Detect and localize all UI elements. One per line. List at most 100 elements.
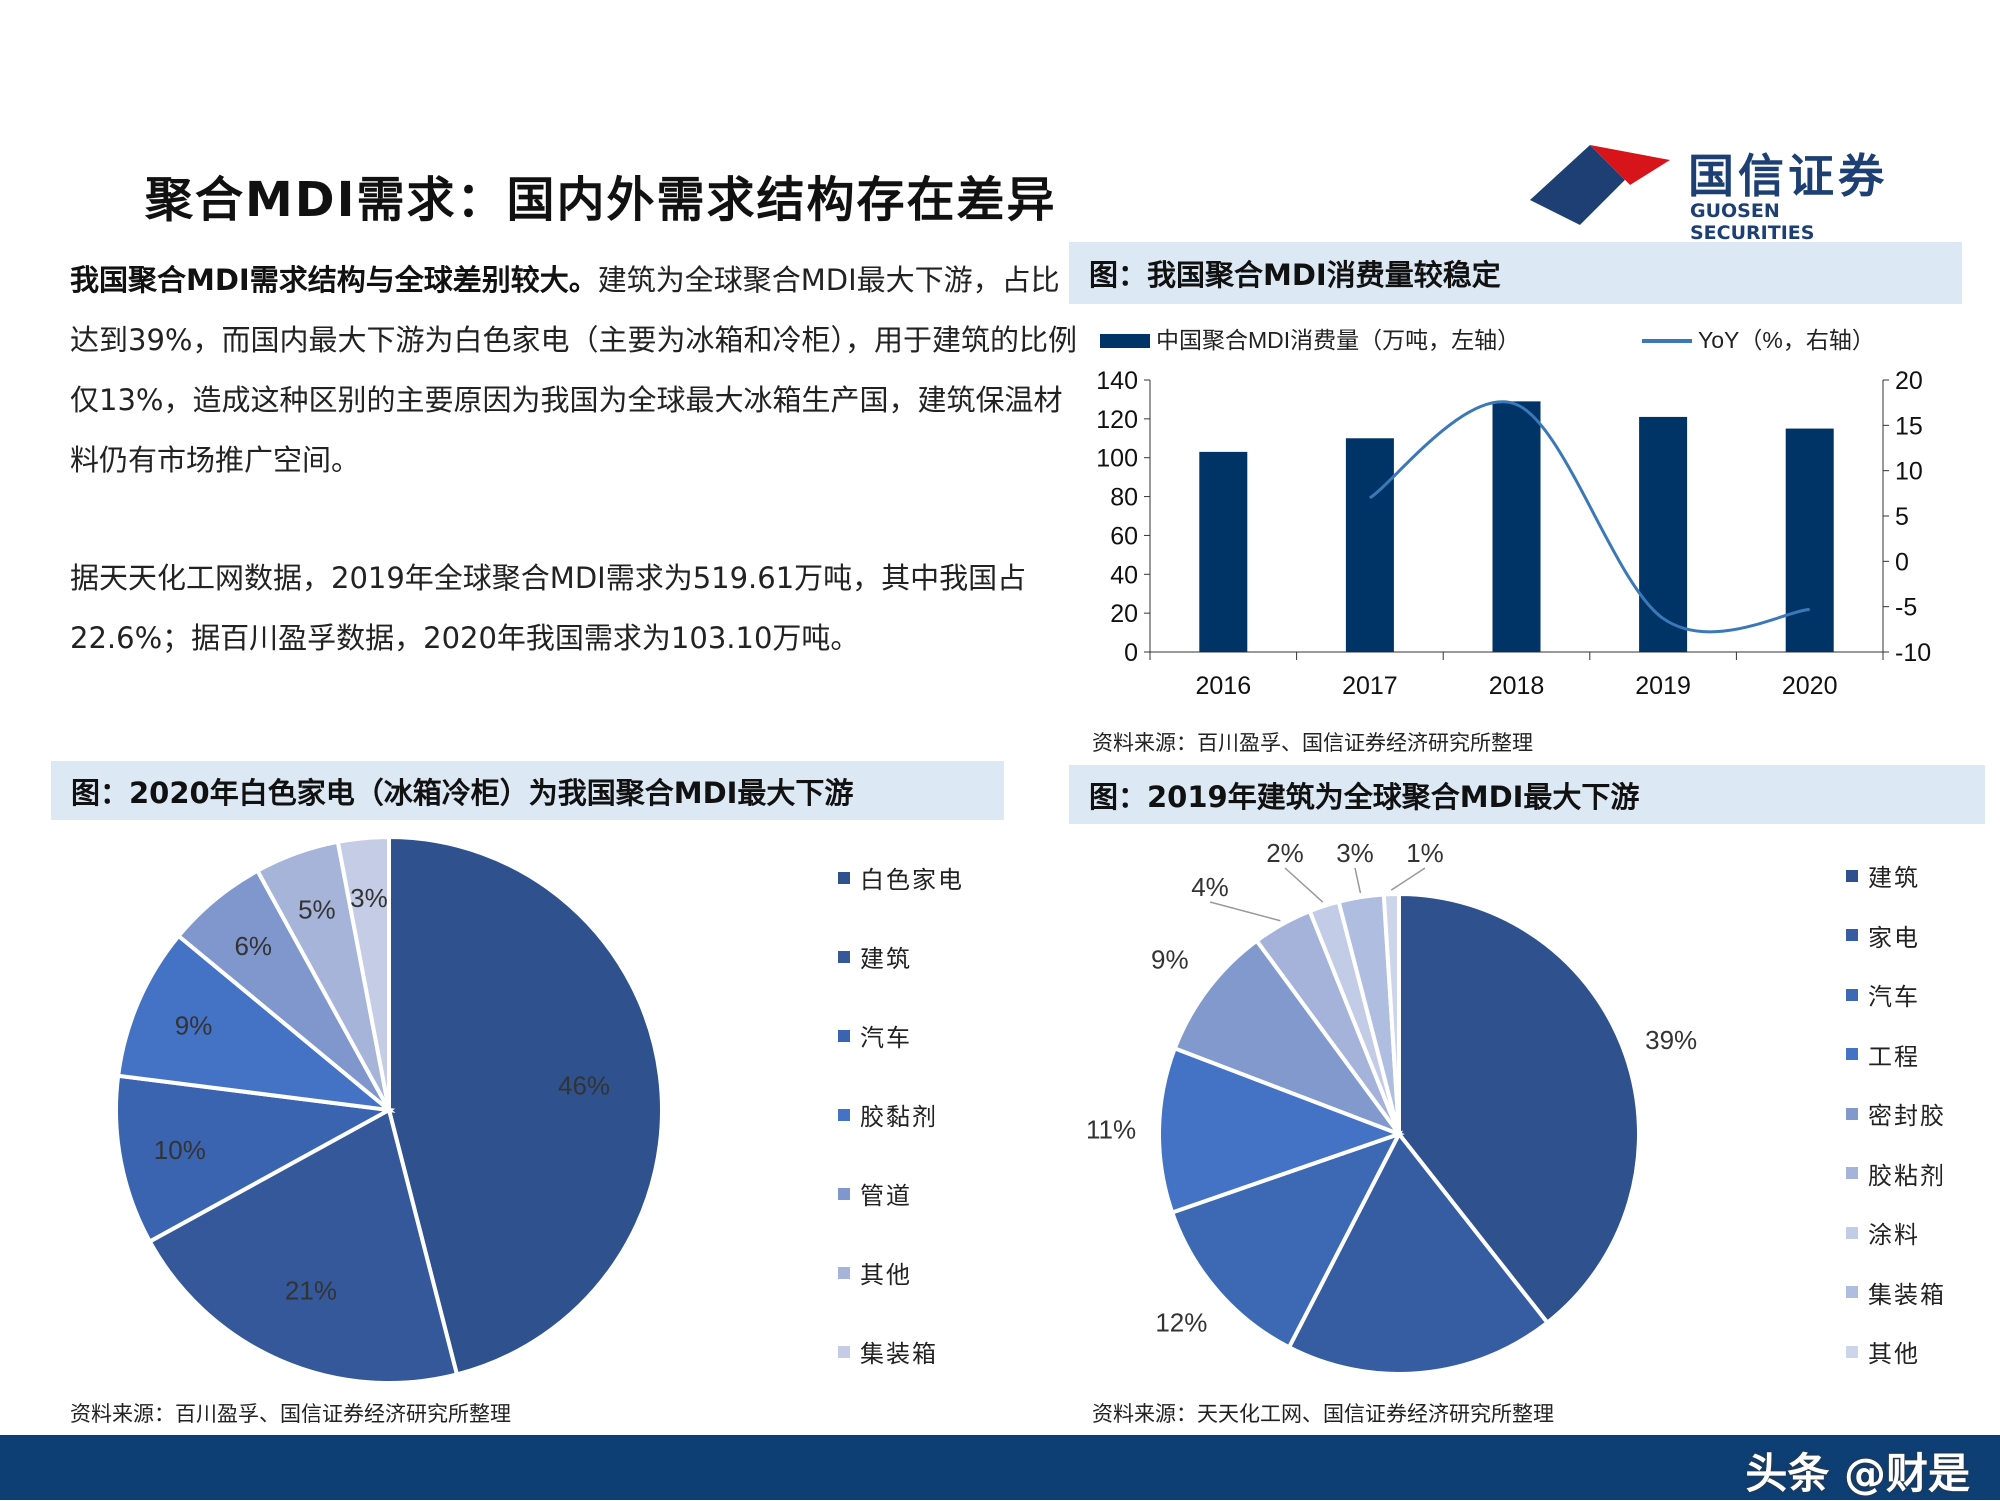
legend-item: 涂料 [1846,1215,1920,1250]
logo-en: GUOSEN SECURITIES [1690,200,1815,244]
legend-label: 建筑 [860,945,912,973]
x-tick-label: 2018 [1489,672,1545,700]
pie-slice-建筑 [147,1107,460,1385]
legend-swatch [838,1029,850,1042]
bar-2020 [1785,428,1834,652]
y-tick-label-left: 80 [1110,484,1138,512]
y-tick-label-right: -5 [1895,594,1917,622]
legend-item: 胶黏剂 [838,1097,938,1132]
bar-line-chart: 中国聚合MDI消费量（万吨，左轴） YoY（%，右轴）02040608010012… [1096,327,1931,700]
pie-chart-global: 39%18%12%11%9%4%2%3%1% [1086,838,1697,1376]
legend-label: 管道 [860,1182,912,1210]
pie-label: 39% [1645,1025,1697,1055]
y-tick-label-right: 0 [1895,548,1909,576]
legend-item: 管道 [838,1176,912,1211]
legend-swatch [838,1345,850,1358]
pie-slice-胶黏剂 [115,933,396,1113]
pie-label: 21% [285,1275,337,1305]
legend-label: 汽车 [1868,983,1920,1011]
x-tick-label: 2016 [1195,672,1251,700]
legend-item: 集装箱 [838,1334,938,1369]
para1-bold: 我国聚合MDI需求结构与全球差别较大。 [70,263,598,297]
legend-swatch [1846,1345,1858,1358]
legend-swatch [838,1187,850,1200]
pie-label: 4% [1191,872,1229,902]
pie-label: 9% [1151,945,1189,975]
legend-item: 建筑 [838,939,912,974]
legend-swatch [1846,869,1858,882]
legend-item: 汽车 [838,1018,912,1053]
y-tick-label-left: 100 [1096,445,1138,473]
y-tick-label-right: 10 [1895,458,1923,486]
pie-slice-家电 [1286,1130,1551,1376]
legend-bar-label: 中国聚合MDI消费量（万吨，左轴） [1156,327,1520,353]
legend-item: 集装箱 [1846,1275,1946,1310]
legend-swatch [838,1266,850,1279]
pie-label: 5% [298,895,336,925]
legend-swatch [1846,1107,1858,1120]
legend-label: 家电 [1868,923,1920,952]
y-tick-label-left: 60 [1110,522,1138,550]
pie-label: 46% [558,1070,610,1100]
y-tick-label-right: 5 [1895,503,1909,531]
pie2-source: 资料来源：天天化工网、国信证券经济研究所整理 [1092,1402,1554,1426]
legend-swatch [838,950,850,963]
legend-label: 工程 [1868,1042,1920,1071]
legend-item: 建筑 [1846,858,1920,893]
pie-leader-line [1390,867,1426,891]
legend-label: 建筑 [1868,864,1920,892]
pie-label: 1% [1406,838,1444,868]
legend-swatch [1846,988,1858,1001]
y-tick-label-right: 20 [1895,367,1923,395]
legend-item: 胶粘剂 [1846,1156,1946,1191]
pie-label: 10% [154,1135,206,1165]
legend-label: 汽车 [860,1024,912,1052]
x-tick-label: 2019 [1635,672,1691,700]
legend-item: 其他 [838,1255,912,1290]
para2: 据天天化工网数据，2019年全球聚合MDI需求为519.61万吨，其中我国占22… [70,561,1027,655]
pie-chart-china: 46% 21% 10% 9% 6% 5% 3% [114,834,664,1385]
legend-item: 白色家电 [838,860,964,895]
y-tick-label-right: -10 [1895,639,1931,667]
bar-2017 [1345,438,1394,652]
footer-bar [0,1435,2000,1500]
legend-item: 密封胶 [1846,1096,1946,1131]
page-title: 聚合MDI需求：国内外需求结构存在差异 [145,172,1057,228]
legend-label: 集装箱 [1868,1280,1946,1309]
legend-label: 其他 [1868,1340,1920,1368]
logo-mark-icon [1530,145,1670,225]
yoy-line [1369,400,1810,634]
legend-label: 集装箱 [860,1340,938,1368]
y-tick-label-left: 140 [1096,367,1138,395]
y-tick-label-left: 40 [1110,561,1138,589]
bar-2018 [1492,401,1541,652]
legend-swatch [1846,1226,1858,1239]
legend-label: 密封胶 [1868,1102,1946,1130]
intro-text-1: 我国聚合MDI需求结构与全球差别较大。建筑为全球聚合MDI最大下游，占比达到39… [70,250,1080,490]
pie-slice-其他 [1381,891,1401,1135]
bar-2016 [1199,451,1248,652]
pie-label: 2% [1266,838,1304,868]
pie-label: 3% [350,883,388,913]
legend-label: 胶黏剂 [860,1103,938,1131]
legend-label: 其他 [860,1261,912,1289]
pie-slice-汽车 [114,1073,396,1245]
pie1-source: 资料来源：百川盈孚、国信证券经济研究所整理 [70,1402,511,1426]
pie-label: 9% [175,1010,213,1040]
pie-slice-建筑 [1397,891,1641,1326]
x-tick-label: 2017 [1342,672,1398,700]
pie-leader-line [1284,867,1324,903]
legend-item: 家电 [1846,918,1920,953]
y-tick-label-right: 15 [1895,412,1923,440]
legend-swatch [1846,1167,1858,1179]
pie-slice-工程 [1157,1045,1405,1216]
legend-swatch [838,871,850,884]
x-tick-label: 2020 [1782,672,1838,700]
legend-swatch [1846,929,1858,941]
legend-item: 工程 [1846,1037,1920,1072]
pie-slice-集装箱 [335,834,391,1111]
pie-label: 12% [1155,1308,1207,1338]
legend-label: 胶粘剂 [1868,1161,1946,1190]
pie-leader-line [1209,901,1281,922]
legend-swatch [1846,1048,1858,1060]
